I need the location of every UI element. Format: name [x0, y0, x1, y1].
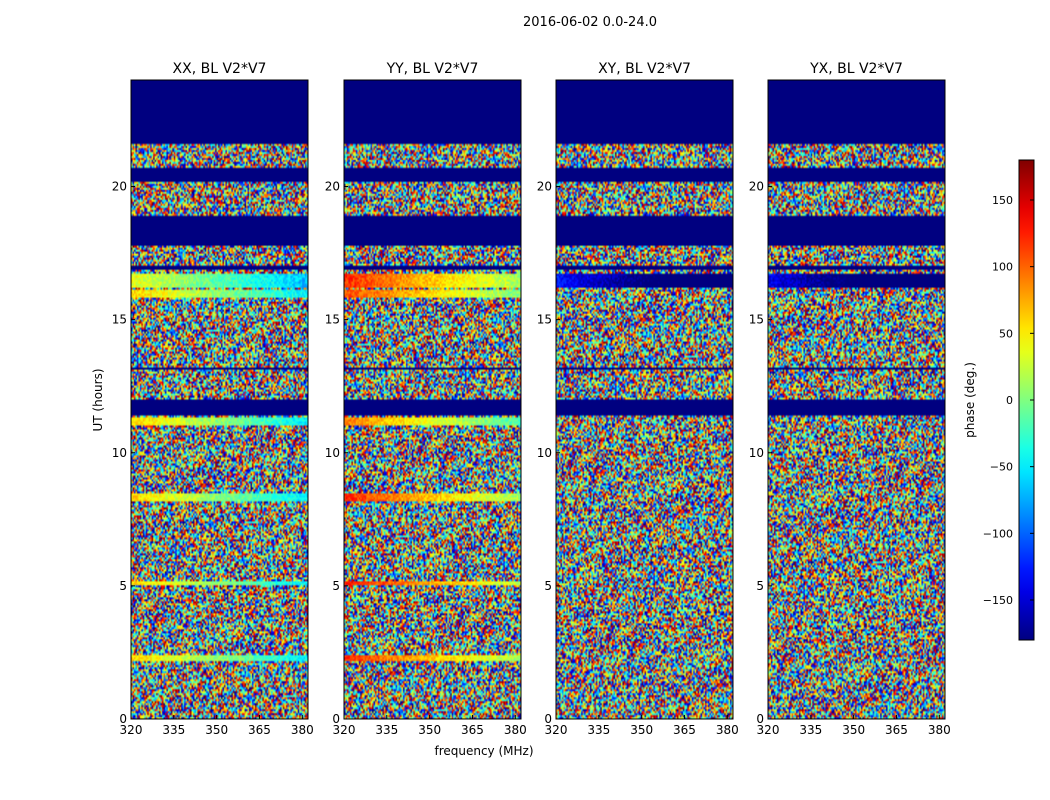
y-tick-label: 0 — [544, 712, 552, 726]
x-axis-label: frequency (MHz) — [434, 744, 533, 758]
x-tick-label: 320 — [333, 723, 356, 737]
x-tick-label: 365 — [461, 723, 484, 737]
panel-title: XY, BL V2*V7 — [598, 61, 691, 77]
x-tick-label: 335 — [587, 723, 610, 737]
colorbar-label: phase (deg.) — [963, 362, 977, 438]
y-tick-label: 15 — [112, 313, 127, 327]
x-tick-label: 380 — [504, 723, 527, 737]
panel-frame — [343, 79, 522, 720]
y-tick-label: 5 — [756, 579, 764, 593]
panel-frame — [555, 79, 734, 720]
x-tick-label: 320 — [120, 723, 143, 737]
x-tick-label: 350 — [630, 723, 653, 737]
panel-title: YX, BL V2*V7 — [809, 61, 903, 77]
colorbar-tick-label: 0 — [1006, 394, 1013, 407]
heatmap-image — [768, 80, 945, 719]
panel-frame — [767, 79, 946, 720]
panel-title: XX, BL V2*V7 — [173, 61, 267, 77]
panel-frame — [130, 79, 309, 720]
heatmap-image — [556, 80, 733, 719]
y-tick-label: 0 — [119, 712, 127, 726]
y-tick-label: 15 — [325, 313, 340, 327]
x-tick-label: 335 — [375, 723, 398, 737]
y-tick-label: 10 — [537, 446, 552, 460]
figure-suptitle: 2016-06-02 0.0-24.0 — [523, 15, 657, 30]
colorbar-tick-label: 150 — [992, 194, 1013, 207]
x-tick-label: 365 — [673, 723, 696, 737]
y-tick-label: 5 — [544, 579, 552, 593]
colorbar-tick-label: −100 — [983, 527, 1013, 540]
y-tick-label: 10 — [749, 446, 764, 460]
panel-title: YY, BL V2*V7 — [386, 61, 479, 77]
colorbar-tick-label: 100 — [992, 261, 1013, 274]
x-tick-label: 365 — [885, 723, 908, 737]
heatmap-panel: YY, BL V2*V7 320 335 350 365 380 0 5 10 15 20 — [325, 61, 527, 737]
x-tick-label: 320 — [545, 723, 568, 737]
heatmap-panel: YX, BL V2*V7 320 335 350 365 380 0 5 10 15 20 — [749, 61, 951, 737]
heatmap-panel: XX, BL V2*V7 320 335 350 365 380 0 5 10 15 20 — [112, 61, 314, 737]
y-tick-label: 20 — [325, 180, 340, 194]
y-tick-label: 15 — [537, 313, 552, 327]
x-tick-label: 380 — [716, 723, 739, 737]
y-tick-label: 20 — [112, 180, 127, 194]
x-tick-label: 350 — [842, 723, 865, 737]
x-tick-label: 380 — [291, 723, 314, 737]
y-tick-label: 20 — [537, 180, 552, 194]
y-tick-label: 0 — [756, 712, 764, 726]
y-tick-label: 10 — [325, 446, 340, 460]
y-tick-label: 5 — [119, 579, 127, 593]
colorbar: 150 100 50 0 −50 −100 −150 — [983, 159, 1035, 641]
x-tick-label: 320 — [757, 723, 780, 737]
heatmap-image — [344, 80, 521, 719]
x-tick-label: 335 — [799, 723, 822, 737]
x-tick-label: 350 — [418, 723, 441, 737]
heatmap-panel: XY, BL V2*V7 320 335 350 365 380 0 5 10 15 20 — [537, 61, 739, 737]
y-tick-label: 10 — [112, 446, 127, 460]
x-tick-label: 350 — [205, 723, 228, 737]
x-tick-label: 365 — [248, 723, 271, 737]
heatmap-image — [131, 80, 308, 719]
x-tick-label: 380 — [928, 723, 951, 737]
colorbar-tick-label: 50 — [999, 327, 1013, 340]
x-tick-label: 335 — [162, 723, 185, 737]
y-tick-label: 0 — [332, 712, 340, 726]
colorbar-tick-label: −150 — [983, 594, 1013, 607]
y-tick-label: 15 — [749, 313, 764, 327]
y-axis-label: UT (hours) — [91, 368, 105, 431]
y-tick-label: 20 — [749, 180, 764, 194]
colorbar-tick-label: −50 — [990, 461, 1013, 474]
y-tick-label: 5 — [332, 579, 340, 593]
